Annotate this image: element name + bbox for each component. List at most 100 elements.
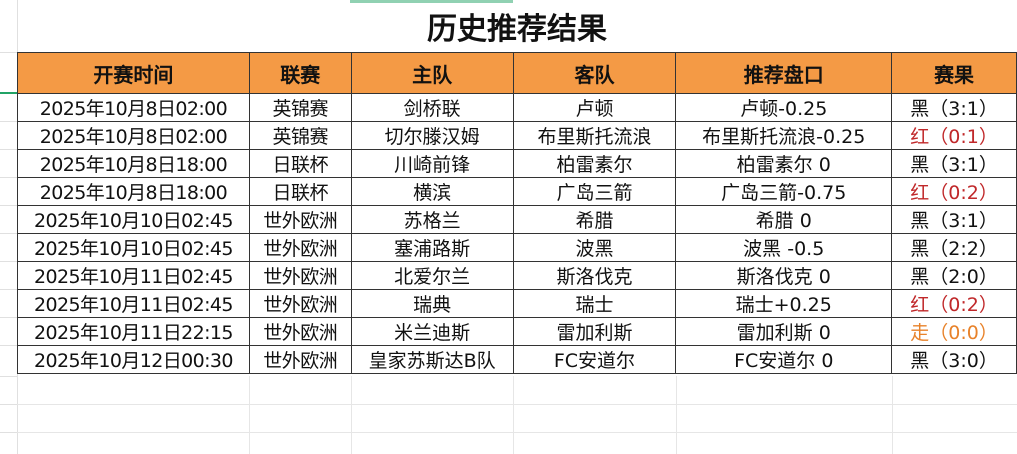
cell-home[interactable]: 米兰迪斯 bbox=[350, 317, 514, 346]
sheet-title[interactable]: 历史推荐结果 bbox=[427, 12, 607, 47]
cell-league[interactable]: 世外欧洲 bbox=[248, 233, 352, 262]
row-divider bbox=[0, 205, 17, 206]
cell-pick[interactable]: 布里斯托流浪-0.25 bbox=[675, 121, 893, 150]
row-divider bbox=[0, 177, 17, 178]
cell-result[interactable]: 黑（3:1） bbox=[891, 149, 1017, 178]
cell-home[interactable]: 皇家苏斯达B队 bbox=[350, 345, 514, 374]
cell-home[interactable]: 横滨 bbox=[350, 177, 514, 206]
cell-result[interactable]: 黑（3:1） bbox=[891, 205, 1017, 234]
cell-away[interactable]: 布里斯托流浪 bbox=[512, 121, 677, 150]
table-row: 2025年10月10日02:45 世外欧洲 苏格兰 希腊 希腊 0 黑（3:1） bbox=[17, 205, 1017, 234]
cell-league[interactable]: 世外欧洲 bbox=[248, 261, 352, 290]
selected-column-indicator bbox=[350, 0, 513, 3]
column-gridline bbox=[249, 376, 250, 454]
row-divider bbox=[0, 121, 17, 122]
row-header-strip[interactable] bbox=[0, 0, 18, 454]
cell-time[interactable]: 2025年10月10日02:45 bbox=[17, 205, 250, 234]
column-gridline bbox=[513, 376, 514, 454]
cell-away[interactable]: 卢顿 bbox=[512, 93, 677, 122]
cell-result[interactable]: 黑（3:0） bbox=[891, 345, 1017, 374]
cell-league[interactable]: 日联杯 bbox=[248, 149, 352, 178]
row-divider bbox=[0, 52, 17, 53]
cell-result[interactable]: 红（0:2） bbox=[891, 177, 1017, 206]
cell-time[interactable]: 2025年10月8日18:00 bbox=[17, 177, 250, 206]
cell-home[interactable]: 切尔滕汉姆 bbox=[350, 121, 514, 150]
cell-league[interactable]: 世外欧洲 bbox=[248, 317, 352, 346]
cell-away[interactable]: 柏雷素尔 bbox=[512, 149, 677, 178]
cell-league[interactable]: 世外欧洲 bbox=[248, 205, 352, 234]
column-gridline bbox=[676, 376, 677, 454]
table-row: 2025年10月11日22:15 世外欧洲 米兰迪斯 雷加利斯 雷加利斯 0 走（0:0） bbox=[17, 317, 1017, 346]
column-gridline bbox=[892, 376, 893, 454]
cell-pick[interactable]: 广岛三箭-0.75 bbox=[675, 177, 893, 206]
row-divider bbox=[0, 317, 17, 318]
cell-home[interactable]: 北爱尔兰 bbox=[350, 261, 514, 290]
table-row: 2025年10月8日18:00 日联杯 横滨 广岛三箭 广岛三箭-0.75 红（0:2） bbox=[17, 177, 1017, 206]
results-table: 开赛时间 联赛 主队 客队 推荐盘口 赛果 2025年10月8日02:00 英锦赛… bbox=[17, 52, 1017, 374]
cell-pick[interactable]: 希腊 0 bbox=[675, 205, 893, 234]
empty-cells[interactable] bbox=[17, 376, 1017, 454]
cell-time[interactable]: 2025年10月12日00:30 bbox=[17, 345, 250, 374]
cell-time[interactable]: 2025年10月10日02:45 bbox=[17, 233, 250, 262]
row-divider bbox=[0, 432, 17, 433]
row-gridline bbox=[17, 404, 1017, 405]
col-header-away[interactable]: 客队 bbox=[512, 52, 677, 94]
cell-time[interactable]: 2025年10月11日02:45 bbox=[17, 261, 250, 290]
cell-league[interactable]: 日联杯 bbox=[248, 177, 352, 206]
row-gridline bbox=[17, 432, 1017, 433]
row-divider bbox=[0, 261, 17, 262]
cell-result[interactable]: 黑（3:1） bbox=[891, 93, 1017, 122]
cell-time[interactable]: 2025年10月8日18:00 bbox=[17, 149, 250, 178]
cell-result[interactable]: 黑（2:0） bbox=[891, 261, 1017, 290]
col-header-time[interactable]: 开赛时间 bbox=[17, 52, 250, 94]
cell-home[interactable]: 瑞典 bbox=[350, 289, 514, 318]
table-row: 2025年10月8日02:00 英锦赛 切尔滕汉姆 布里斯托流浪 布里斯托流浪-0.25… bbox=[17, 121, 1017, 150]
cell-away[interactable]: FC安道尔 bbox=[512, 345, 677, 374]
cell-pick[interactable]: FC安道尔 0 bbox=[675, 345, 893, 374]
cell-pick[interactable]: 瑞士+0.25 bbox=[675, 289, 893, 318]
cell-home[interactable]: 川崎前锋 bbox=[350, 149, 514, 178]
cell-time[interactable]: 2025年10月11日22:15 bbox=[17, 317, 250, 346]
table-row: 2025年10月8日02:00 英锦赛 剑桥联 卢顿 卢顿-0.25 黑（3:1） bbox=[17, 93, 1017, 122]
cell-away[interactable]: 瑞士 bbox=[512, 289, 677, 318]
col-header-home[interactable]: 主队 bbox=[350, 52, 514, 94]
cell-league[interactable]: 英锦赛 bbox=[248, 121, 352, 150]
table-row: 2025年10月11日02:45 世外欧洲 瑞典 瑞士 瑞士+0.25 红（0:2） bbox=[17, 289, 1017, 318]
cell-league[interactable]: 英锦赛 bbox=[248, 93, 352, 122]
cell-home[interactable]: 塞浦路斯 bbox=[350, 233, 514, 262]
selected-row-indicator bbox=[0, 92, 17, 94]
cell-time[interactable]: 2025年10月11日02:45 bbox=[17, 289, 250, 318]
cell-home[interactable]: 剑桥联 bbox=[350, 93, 514, 122]
column-gridline bbox=[351, 376, 352, 454]
cell-pick[interactable]: 波黑 -0.5 bbox=[675, 233, 893, 262]
cell-time[interactable]: 2025年10月8日02:00 bbox=[17, 121, 250, 150]
cell-pick[interactable]: 卢顿-0.25 bbox=[675, 93, 893, 122]
row-divider bbox=[0, 345, 17, 346]
cell-result[interactable]: 红（0:2） bbox=[891, 289, 1017, 318]
col-header-result[interactable]: 赛果 bbox=[891, 52, 1017, 94]
cell-pick[interactable]: 雷加利斯 0 bbox=[675, 317, 893, 346]
header-row: 开赛时间 联赛 主队 客队 推荐盘口 赛果 bbox=[17, 52, 1017, 94]
cell-league[interactable]: 世外欧洲 bbox=[248, 289, 352, 318]
cell-result[interactable]: 走（0:0） bbox=[891, 317, 1017, 346]
row-divider bbox=[0, 376, 17, 377]
cell-away[interactable]: 希腊 bbox=[512, 205, 677, 234]
cell-away[interactable]: 斯洛伐克 bbox=[512, 261, 677, 290]
cell-result[interactable]: 黑（2:2） bbox=[891, 233, 1017, 262]
col-header-league[interactable]: 联赛 bbox=[248, 52, 352, 94]
cell-away[interactable]: 雷加利斯 bbox=[512, 317, 677, 346]
col-header-pick[interactable]: 推荐盘口 bbox=[675, 52, 893, 94]
row-divider bbox=[0, 233, 17, 234]
table-row: 2025年10月10日02:45 世外欧洲 塞浦路斯 波黑 波黑 -0.5 黑（2:2） bbox=[17, 233, 1017, 262]
cell-home[interactable]: 苏格兰 bbox=[350, 205, 514, 234]
cell-away[interactable]: 广岛三箭 bbox=[512, 177, 677, 206]
cell-time[interactable]: 2025年10月8日02:00 bbox=[17, 93, 250, 122]
cell-pick[interactable]: 斯洛伐克 0 bbox=[675, 261, 893, 290]
cell-pick[interactable]: 柏雷素尔 0 bbox=[675, 149, 893, 178]
cell-away[interactable]: 波黑 bbox=[512, 233, 677, 262]
cell-result[interactable]: 红（0:1） bbox=[891, 121, 1017, 150]
row-divider bbox=[0, 404, 17, 405]
cell-league[interactable]: 世外欧洲 bbox=[248, 345, 352, 374]
row-divider bbox=[0, 289, 17, 290]
